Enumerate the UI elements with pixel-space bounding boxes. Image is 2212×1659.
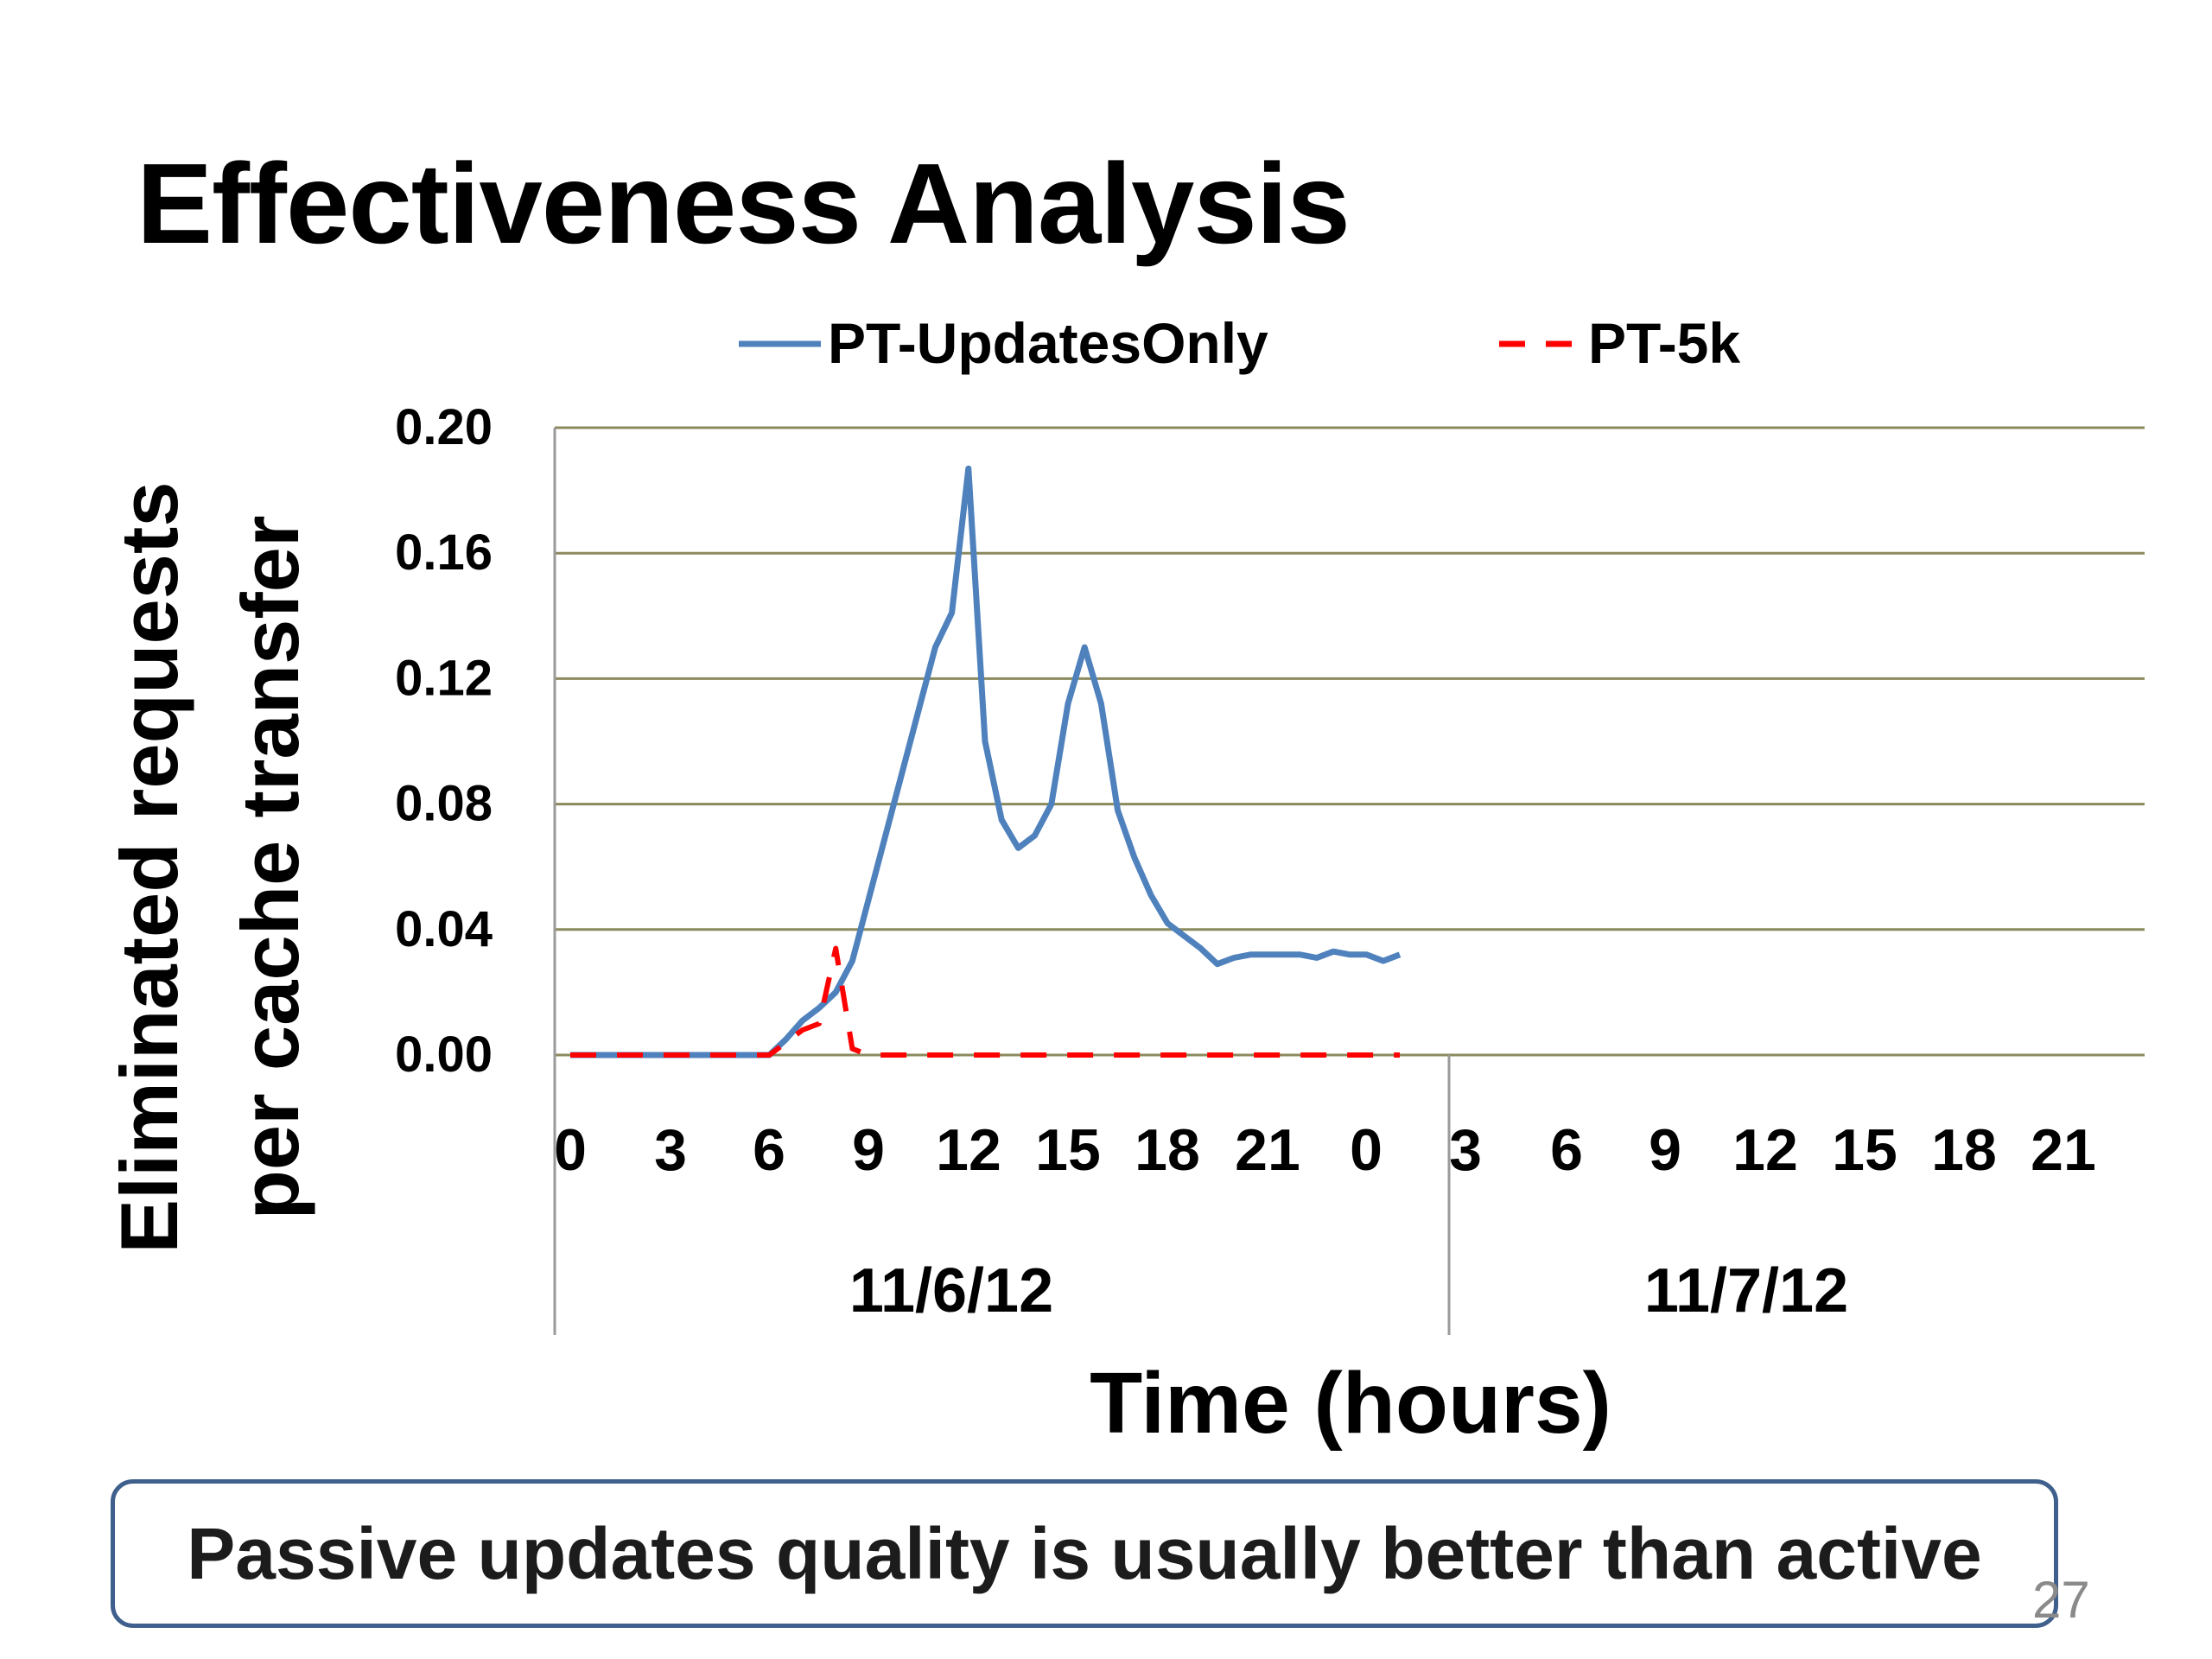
legend-label: PT-UpdatesOnly: [828, 311, 1268, 375]
legend-label: PT-5k: [1588, 311, 1740, 375]
x-tick-label: 18: [1931, 1117, 1997, 1183]
x-group-label: 11/6/12: [849, 1256, 1053, 1325]
x-tick-label: 9: [852, 1117, 885, 1183]
y-axis-title-line: per cache transfer: [225, 515, 315, 1219]
page-number: 27: [2032, 1571, 2090, 1629]
y-tick-label: 0.16: [395, 524, 493, 581]
x-tick-label: 0: [1350, 1117, 1382, 1183]
y-tick-label: 0.20: [395, 399, 493, 455]
x-tick-label: 12: [1732, 1117, 1798, 1183]
series-line-pt-5k: [570, 945, 1400, 1058]
x-tick-label: 21: [2031, 1117, 2096, 1183]
x-axis-title: Time (hours): [1090, 1355, 1611, 1452]
x-tick-label: 12: [936, 1117, 1001, 1183]
y-axis-title-line: Eliminated requests: [104, 481, 194, 1253]
x-tick-label: 0: [554, 1117, 587, 1183]
x-tick-label: 15: [1035, 1117, 1101, 1183]
y-tick-label: 0.08: [395, 776, 493, 832]
x-group-label: 11/7/12: [1644, 1256, 1848, 1325]
x-tick-label: 15: [1832, 1117, 1897, 1183]
x-tick-label: 9: [1649, 1117, 1681, 1183]
slide-title: Effectiveness Analysis: [137, 140, 1351, 267]
series-line-pt-updatesonly: [570, 465, 1402, 1058]
y-tick-label: 0.00: [395, 1027, 493, 1083]
x-tick-label: 18: [1135, 1117, 1200, 1183]
x-tick-label: 3: [654, 1117, 687, 1183]
callout-box: Passive updates quality is usually bette…: [111, 1479, 2058, 1628]
y-tick-label: 0.04: [395, 901, 493, 957]
y-tick-label: 0.12: [395, 650, 493, 706]
x-tick-label: 3: [1449, 1117, 1482, 1183]
callout-text: Passive updates quality is usually bette…: [187, 1512, 1982, 1594]
x-tick-label: 6: [753, 1117, 785, 1183]
x-tick-label: 6: [1550, 1117, 1583, 1183]
x-tick-label: 21: [1235, 1117, 1300, 1183]
